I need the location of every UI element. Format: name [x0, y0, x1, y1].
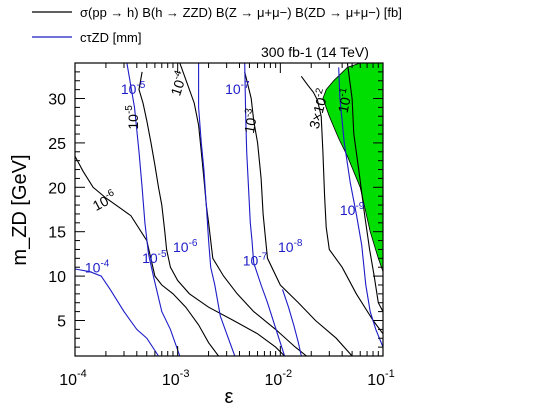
svg-text:10-6: 10-6: [173, 238, 198, 255]
y-tick-label-4: 25: [48, 136, 66, 153]
contour-line-5: [346, 63, 383, 312]
contour-line-1: [138, 71, 285, 356]
contour-label-7: 10-7: [225, 80, 250, 97]
contour-label-13: 10-9: [340, 201, 365, 218]
legend: σ(pp → h) B(h → ZZD) B(Z → μ+μ−) B(ZD → …: [32, 5, 402, 45]
svg-text:10-4: 10-4: [166, 69, 190, 98]
svg-text:10-6: 10-6: [89, 187, 119, 214]
axes: 10-4 10-3 10-2 10-1 5 10 15 20 25 30: [48, 62, 395, 389]
contour-line-8: [198, 63, 236, 356]
contour-label-3: 10-3: [240, 107, 261, 134]
luminosity-annotation: 300 fb-1 (14 TeV): [261, 44, 369, 60]
legend-label-cross-section: σ(pp → h) B(h → ZZD) B(Z → μ+μ−) B(ZD → …: [80, 5, 402, 20]
contour-line-2: [179, 63, 307, 356]
contour-line-10: [281, 289, 302, 356]
y-tick-label-5: 30: [48, 92, 66, 109]
contour-labels: 10-6 10-5 10-4 10-3 3×10-210-1 10-5 10-7 10-4 10…: [85, 69, 365, 276]
contour-label-0: 10-6: [89, 187, 119, 214]
contour-line-6: [75, 268, 159, 356]
contour-label-12: 10-8: [278, 238, 303, 255]
y-tick-label-3: 20: [48, 180, 66, 197]
y-tick-label-0: 5: [57, 313, 66, 330]
contour-label-8: 10-4: [85, 259, 110, 276]
y-axis-title: m_ZD [GeV]: [9, 154, 31, 265]
contour-label-11: 10-7: [243, 251, 268, 268]
svg-text:10-9: 10-9: [340, 201, 365, 218]
plot-area: [75, 63, 383, 356]
x-axis-title: ε: [225, 386, 234, 408]
contour-label-9: 10-5: [142, 249, 167, 266]
contour-line-3: [244, 71, 353, 356]
x-tick-label-1: 10-3: [162, 368, 190, 389]
svg-text:10-5: 10-5: [124, 105, 141, 130]
contour-label-5: 10-1: [334, 86, 356, 114]
plot-frame: [74, 62, 384, 357]
svg-text:10-1: 10-1: [334, 86, 356, 114]
x-tick-label-3: 10-1: [367, 368, 395, 389]
y-tick-label-2: 15: [48, 225, 66, 242]
svg-text:10-3: 10-3: [240, 107, 261, 134]
contour-line-0: [75, 155, 219, 356]
svg-text:10-7: 10-7: [225, 80, 250, 97]
svg-text:10-8: 10-8: [278, 238, 303, 255]
contour-label-10: 10-6: [173, 238, 198, 255]
contour-label-4: 3×10-2: [305, 86, 332, 130]
x-tick-label-2: 10-2: [265, 368, 293, 389]
contour-label-6: 10-5: [121, 80, 146, 97]
svg-text:10-7: 10-7: [243, 251, 268, 268]
excluded-region: [322, 63, 383, 272]
svg-text:3×10-2: 3×10-2: [305, 86, 332, 130]
contour-line-7: [126, 63, 181, 356]
legend-label-lifetime: cτZD [mm]: [80, 30, 141, 45]
y-tick-label-1: 10: [48, 269, 66, 286]
x-tick-label-0: 10-4: [59, 368, 87, 389]
svg-text:10-4: 10-4: [85, 259, 110, 276]
contour-line-4: [300, 75, 383, 335]
contour-label-1: 10-5: [124, 105, 141, 130]
contour-line-9: [244, 63, 286, 356]
svg-text:10-5: 10-5: [142, 249, 167, 266]
svg-text:10-5: 10-5: [121, 80, 146, 97]
contour-label-2: 10-4: [166, 69, 190, 98]
